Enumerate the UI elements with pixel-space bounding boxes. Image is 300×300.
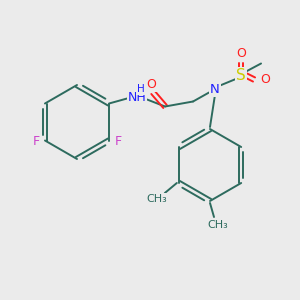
Text: N: N [210, 83, 220, 96]
Text: F: F [115, 135, 122, 148]
Text: O: O [236, 47, 246, 60]
Text: NH: NH [128, 91, 146, 104]
Text: CH₃: CH₃ [208, 220, 228, 230]
Text: H: H [137, 85, 145, 94]
Text: O: O [260, 73, 270, 86]
Text: F: F [32, 135, 40, 148]
Text: O: O [146, 78, 156, 91]
Text: S: S [236, 68, 246, 83]
Text: CH₃: CH₃ [146, 194, 167, 204]
